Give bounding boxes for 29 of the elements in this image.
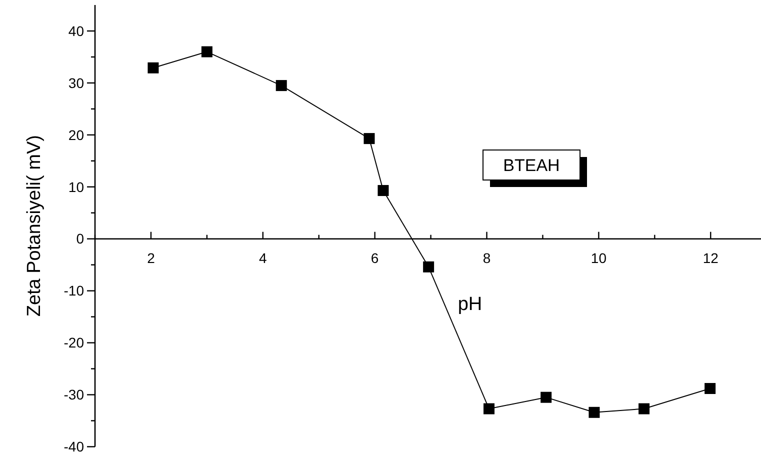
point [364,133,375,144]
x-tick-label: 4 [259,250,267,266]
point [638,403,650,414]
y-axis-title: Zeta Potansiyeli( mV) [24,135,45,317]
y-tick-label: 30 [68,74,84,91]
point [276,80,287,92]
point [704,383,716,394]
x-tick-label: 12 [702,250,719,266]
x-tick-label: 6 [370,250,379,266]
point [201,46,212,58]
annotation: BTEAH [503,156,560,175]
x-tick-label: 2 [147,250,156,266]
y-tick-label: 20 [68,126,84,143]
point [588,406,600,418]
y-tick-label: -30 [64,386,84,403]
y-tick-label: -10 [64,282,84,299]
x-axis-title: pH [458,294,482,315]
point [148,62,159,74]
y-tick-label: 40 [68,22,84,39]
y-tick-label: 0 [76,230,84,247]
point [484,403,495,414]
point [540,392,552,403]
x-tick-label: 10 [590,250,607,266]
y-tick-label: -20 [64,334,84,351]
point [423,261,434,272]
y-tick-label: -40 [64,438,84,455]
y-tick-label: 10 [68,178,84,195]
point [378,185,389,196]
x-tick-label: 8 [482,250,491,266]
